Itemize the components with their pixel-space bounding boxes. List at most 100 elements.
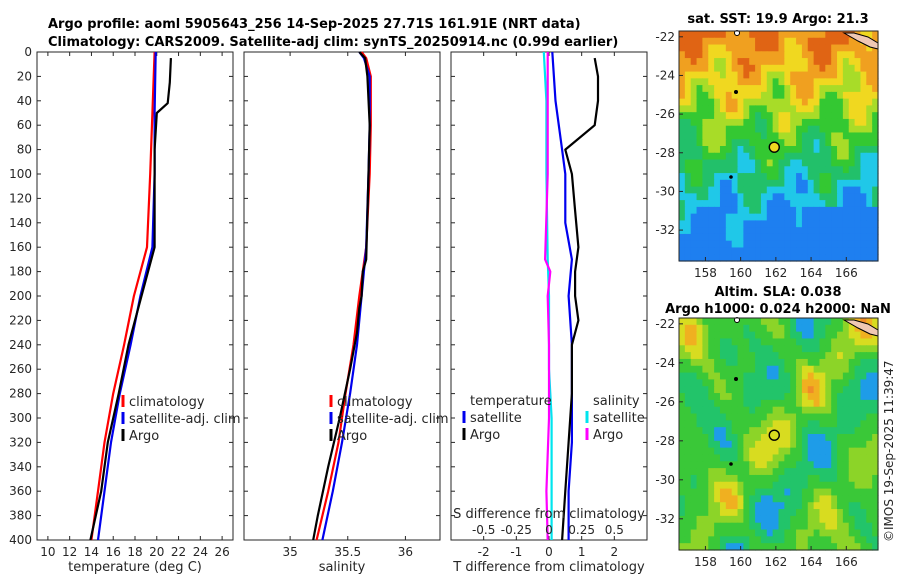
map-cell [696, 112, 704, 120]
map-cell [743, 386, 750, 394]
map-cell [790, 324, 797, 333]
map-cell [719, 447, 727, 456]
map-cell [714, 495, 721, 503]
map-cell [860, 118, 867, 127]
map-cell [860, 515, 867, 524]
map-cell [825, 85, 832, 93]
map-cell [796, 393, 803, 401]
s-diff-tick-label: 0.5 [605, 523, 624, 537]
map-cell [790, 233, 797, 242]
map-cell [743, 125, 750, 134]
map-y-tick-label: -22 [655, 30, 675, 44]
map-cell [719, 227, 727, 235]
map-cell [825, 427, 832, 435]
map-cell [743, 358, 750, 367]
map-cell [755, 125, 762, 134]
map-cell [679, 31, 686, 39]
map-cell [866, 193, 873, 201]
map-cell [819, 502, 826, 510]
map-cell [807, 146, 815, 154]
map-cell [784, 213, 791, 222]
map-cell [749, 502, 756, 510]
map-cell [842, 345, 850, 353]
map-cell [743, 254, 750, 262]
map-cell [842, 461, 850, 469]
map-cell [714, 125, 721, 134]
map-cell [819, 386, 826, 394]
map-cell [831, 78, 838, 86]
map-cell [842, 179, 850, 188]
map-cell [807, 522, 815, 531]
map-cell [772, 509, 780, 517]
map-cell [772, 247, 780, 255]
map-cell [848, 379, 856, 387]
map-cell [743, 152, 750, 161]
map-cell [743, 324, 750, 333]
map-cell [831, 488, 838, 497]
map-cell [813, 420, 821, 428]
map-cell [801, 71, 809, 79]
map-cell [848, 434, 856, 442]
map-cell [714, 200, 721, 208]
map-cell [772, 112, 780, 120]
map-cell [872, 509, 879, 517]
map-cell [825, 372, 832, 381]
map-cell [714, 413, 721, 421]
island-marker [729, 175, 733, 179]
map-cell [796, 44, 803, 52]
map-cell [778, 179, 785, 188]
map-cell [837, 173, 844, 181]
map-cell [749, 31, 756, 39]
map-cell [848, 179, 856, 188]
map-cell [708, 200, 715, 208]
map-cell [813, 233, 821, 242]
map-cell [760, 509, 768, 517]
map-cell [819, 406, 826, 415]
map-cell [714, 220, 721, 228]
map-cell [854, 379, 862, 387]
map-cell [725, 434, 733, 442]
map-cell [819, 152, 826, 161]
map-cell [848, 399, 856, 408]
map-cell [784, 522, 791, 531]
map-cell [801, 365, 809, 374]
map-cell [696, 200, 704, 208]
map-cell [842, 51, 850, 59]
map-cell [778, 152, 785, 161]
map-cell [848, 254, 856, 262]
map-cell [719, 112, 727, 120]
map-cell [708, 502, 715, 510]
map-cell [760, 529, 768, 537]
map-cell [831, 522, 838, 531]
map-cell [766, 427, 774, 435]
map-cell [737, 427, 744, 435]
argo-line [89, 58, 172, 541]
map-cell [825, 200, 832, 208]
map-cell [696, 386, 704, 394]
map-cell [702, 51, 709, 59]
map-cell [778, 440, 785, 449]
map-cell [801, 37, 809, 46]
map-cell [696, 515, 704, 524]
map-cell [731, 112, 739, 120]
map-cell [760, 105, 768, 113]
map-cell [737, 71, 744, 79]
map-cell [860, 173, 867, 181]
map-cell [737, 85, 744, 93]
map-cell [848, 139, 856, 147]
map-cell [866, 64, 873, 73]
map-cell [778, 324, 785, 333]
map-cell [860, 105, 867, 113]
map-cell [679, 179, 686, 188]
map-cell [708, 543, 715, 551]
map-cell [690, 152, 698, 161]
map-cell [737, 118, 744, 127]
map-cell [749, 78, 756, 86]
map-cell [807, 536, 815, 544]
map-cell [690, 399, 698, 408]
map-cell [778, 543, 785, 551]
map-cell [860, 146, 867, 154]
map-cell [819, 139, 826, 147]
map-cell [731, 406, 739, 415]
